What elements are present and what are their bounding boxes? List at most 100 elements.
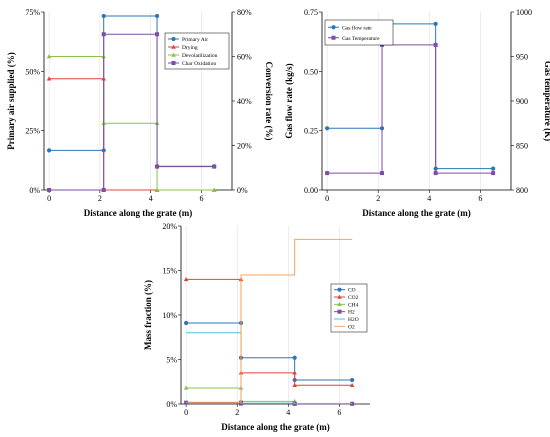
series-line [186, 387, 353, 405]
data-point [46, 54, 52, 59]
y-tick-label: 0.75 [304, 8, 318, 17]
series-h2o [186, 332, 353, 405]
x-tick-label: 4 [286, 408, 290, 417]
y-tick-label: 15% [162, 267, 177, 276]
y-tick-label: 50% [25, 67, 40, 76]
legend-item: H2 [334, 309, 355, 316]
data-point [101, 188, 106, 192]
y2-tick-label: 800 [516, 186, 528, 195]
y2-axis-label: Conversion rate (%) [264, 62, 274, 141]
y-tick-label: 0.50 [304, 67, 318, 76]
series-line [186, 322, 353, 381]
data-point [171, 52, 176, 57]
data-point [337, 301, 342, 307]
data-point [292, 382, 297, 388]
y-tick-label: 10% [162, 311, 177, 320]
legend-item: Primary Air [168, 36, 208, 43]
data-point [46, 148, 52, 153]
legend-label: O2 [348, 324, 355, 330]
data-point [101, 32, 106, 37]
chart-primary-air: 0 2 4 60%25%50%75%0%20%40%60%80%Distance al… [6, 8, 274, 218]
series-line [49, 56, 215, 191]
legend-label: Primary Air [182, 37, 208, 43]
data-point [171, 61, 176, 65]
legend-item: Gas Temperature [328, 35, 380, 42]
x-tick-label: 4 [149, 194, 153, 203]
data-point [491, 166, 496, 171]
y-axis-label: Gas flow rate (kg/s) [284, 63, 294, 138]
y-tick-label: 25% [25, 127, 40, 136]
series-o2 [186, 238, 353, 403]
data-point [433, 171, 438, 176]
y2-tick-label: 850 [516, 142, 528, 151]
series-char-oxidation [47, 32, 217, 192]
chart-gas-flow: 0 2 4 6 0.00 0.25 0.50 0.75 800 850 900 950 1000 Dist… [284, 8, 550, 218]
x-tick-label: 0 [325, 194, 329, 203]
legend-label: Drying [182, 45, 198, 51]
data-point [350, 401, 355, 406]
legend-item: Char Oxidation [168, 61, 216, 67]
data-point [155, 32, 160, 37]
legend-label: Char Oxidation [182, 61, 216, 67]
data-point [155, 164, 160, 169]
legend-label: Gas flow rate [342, 24, 372, 31]
series-drying [46, 76, 217, 192]
legend-label: H2 [348, 310, 355, 316]
series-co2 [183, 277, 355, 388]
data-point [337, 309, 342, 314]
y-tick-label: 5% [166, 356, 177, 365]
y-tick-label: 20% [162, 222, 177, 231]
data-point [292, 355, 297, 360]
series-line [49, 33, 215, 191]
x-tick-label: 2 [376, 194, 380, 203]
legend-label: H2O [348, 317, 359, 323]
data-point [433, 42, 438, 47]
data-point [491, 171, 496, 176]
data-point [154, 13, 160, 19]
series-gas-temperature [325, 42, 496, 176]
y-tick-label: 0.25 [304, 127, 318, 136]
x-tick-label: 4 [427, 194, 431, 203]
data-point [184, 400, 189, 405]
y2-tick-label: 950 [516, 53, 528, 62]
data-point [331, 25, 336, 30]
legend-item: O2 [334, 324, 355, 330]
legend-label: CO2 [348, 295, 359, 301]
x-tick-label: 0 [47, 194, 51, 203]
data-point [337, 287, 342, 292]
legend-label: Devolatilization [182, 53, 218, 59]
data-point [154, 187, 160, 192]
series-line [186, 332, 353, 405]
data-point [183, 277, 189, 282]
data-point [325, 126, 330, 131]
data-point [349, 382, 355, 388]
series-line [186, 238, 353, 403]
y-tick-label: 0% [166, 400, 177, 409]
data-point [212, 164, 217, 169]
legend: Primary Air Drying Devolatilization Char Ox… [164, 32, 230, 70]
x-tick-label: 6 [478, 194, 482, 203]
data-point [433, 21, 438, 26]
data-point [46, 76, 52, 81]
series-line [327, 44, 494, 174]
y-axis-label: Primary air supplied (%) [6, 52, 16, 150]
series-line [49, 78, 215, 191]
legend: Gas flow rate Gas Temperature [324, 19, 394, 46]
y2-tick-label: 60% [237, 53, 252, 62]
x-tick-label: 2 [235, 408, 239, 417]
legend-box [330, 283, 368, 333]
legend-label: CO [348, 288, 356, 294]
x-axis-label: Distance along the grate (m) [221, 422, 329, 432]
y-axis-label: Mass fraction (%) [143, 280, 153, 350]
data-point [292, 370, 297, 375]
legend-item: CO2 [334, 294, 359, 301]
data-point [331, 35, 336, 40]
series-line [327, 23, 494, 170]
y-tick-label: 0% [29, 186, 40, 195]
legend-label: Gas Temperature [342, 36, 380, 42]
series-devolatilization [46, 54, 217, 192]
data-point [183, 385, 189, 390]
y2-tick-label: 1000 [516, 8, 532, 17]
